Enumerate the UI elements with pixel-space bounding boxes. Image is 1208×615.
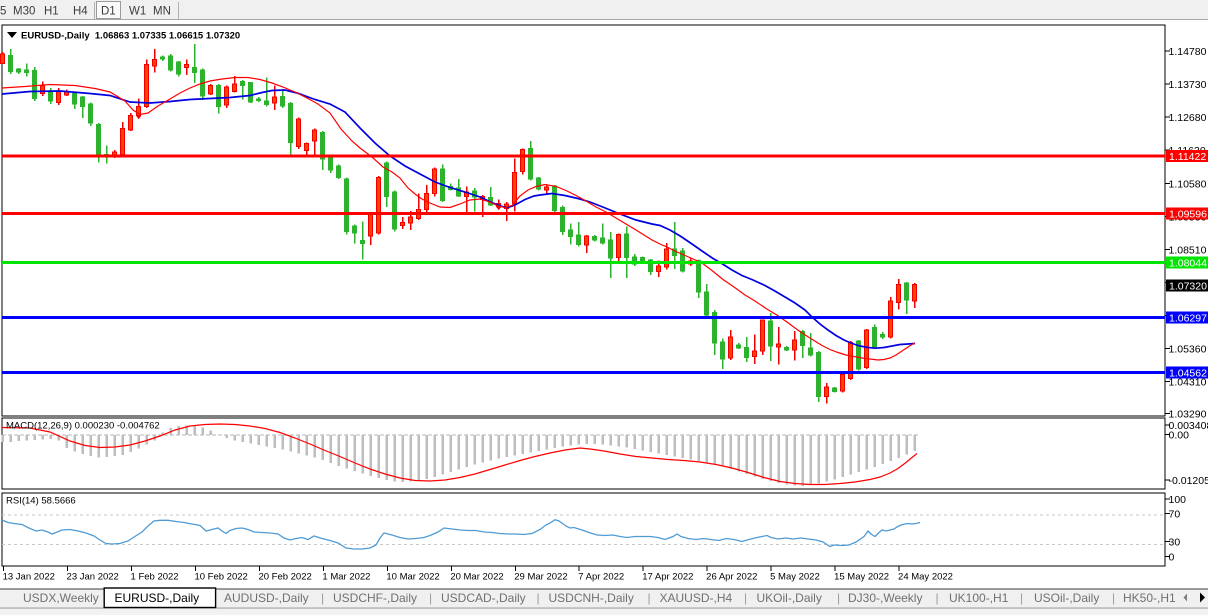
svg-text:5 May 2022: 5 May 2022 (770, 572, 820, 583)
svg-text:70: 70 (1169, 509, 1181, 521)
svg-text:1.14780: 1.14780 (1169, 46, 1207, 58)
svg-text:100: 100 (1169, 494, 1187, 506)
svg-text:1 Mar 2022: 1 Mar 2022 (322, 572, 370, 583)
svg-text:0.003408: 0.003408 (1169, 420, 1208, 432)
svg-text:USDCAD-,Daily: USDCAD-,Daily (441, 591, 526, 605)
svg-text:USOil-,Daily: USOil-,Daily (1034, 591, 1099, 605)
svg-text:1.09596: 1.09596 (1169, 209, 1207, 221)
svg-text:AUDUSD-,Daily: AUDUSD-,Daily (224, 591, 309, 605)
svg-text:1.08510: 1.08510 (1169, 244, 1207, 256)
svg-text:10 Mar 2022: 10 Mar 2022 (386, 572, 439, 583)
svg-text:XAUUSD-,H4: XAUUSD-,H4 (660, 591, 733, 605)
svg-text:1.13730: 1.13730 (1169, 79, 1207, 91)
svg-text:DJ30-,Weekly: DJ30-,Weekly (848, 591, 922, 605)
svg-text:EURUSD-,Daily: EURUSD-,Daily (115, 591, 200, 605)
svg-text:M30: M30 (13, 6, 35, 18)
svg-text:|: | (429, 591, 432, 605)
svg-text:UK100-,H1: UK100-,H1 (949, 591, 1009, 605)
svg-text:30: 30 (1169, 537, 1181, 549)
svg-text:MN: MN (153, 6, 171, 18)
svg-text:MACD(12,26,9) 0.000230 -0.0047: MACD(12,26,9) 0.000230 -0.004762 (6, 421, 160, 432)
svg-text:|: | (321, 591, 324, 605)
svg-text:17 Apr 2022: 17 Apr 2022 (642, 572, 693, 583)
svg-text:13 Jan 2022: 13 Jan 2022 (3, 572, 55, 583)
svg-text:7 Apr 2022: 7 Apr 2022 (578, 572, 624, 583)
svg-text:W1: W1 (129, 6, 146, 18)
svg-text:0.00: 0.00 (1169, 430, 1190, 442)
svg-text:24 May 2022: 24 May 2022 (898, 572, 953, 583)
svg-text:|: | (936, 591, 939, 605)
svg-text:USDCHF-,Daily: USDCHF-,Daily (333, 591, 417, 605)
svg-text:1.10580: 1.10580 (1169, 178, 1207, 190)
svg-text:5: 5 (0, 6, 6, 18)
svg-text:1.06297: 1.06297 (1169, 313, 1207, 325)
svg-text:26 Apr 2022: 26 Apr 2022 (706, 572, 757, 583)
svg-text:EURUSD-,Daily 1.06863 1.07335: EURUSD-,Daily 1.06863 1.07335 1.06615 1.… (21, 31, 240, 42)
svg-text:|: | (537, 591, 540, 605)
svg-text:USDX,Weekly: USDX,Weekly (23, 591, 99, 605)
svg-text:|: | (744, 591, 747, 605)
svg-text:-0.012058: -0.012058 (1169, 475, 1208, 487)
svg-text:1.07320: 1.07320 (1169, 281, 1207, 293)
svg-text:H1: H1 (44, 6, 59, 18)
svg-text:RSI(14) 58.5666: RSI(14) 58.5666 (6, 496, 76, 507)
svg-text:10 Feb 2022: 10 Feb 2022 (194, 572, 247, 583)
svg-text:UKOil-,Daily: UKOil-,Daily (757, 591, 822, 605)
svg-text:|: | (648, 591, 651, 605)
svg-text:1.11422: 1.11422 (1169, 151, 1206, 163)
svg-text:20 Feb 2022: 20 Feb 2022 (258, 572, 311, 583)
svg-text:1.12680: 1.12680 (1169, 112, 1207, 124)
svg-text:1.05360: 1.05360 (1169, 343, 1207, 355)
svg-text:29 Mar 2022: 29 Mar 2022 (514, 572, 567, 583)
svg-text:15 May 2022: 15 May 2022 (834, 572, 889, 583)
svg-text:|: | (1112, 591, 1115, 605)
svg-text:1.08044: 1.08044 (1169, 258, 1207, 270)
svg-text:1.03290: 1.03290 (1169, 408, 1207, 420)
svg-text:0: 0 (1169, 552, 1175, 564)
svg-text:23 Jan 2022: 23 Jan 2022 (67, 572, 119, 583)
svg-text:USDCNH-,Daily: USDCNH-,Daily (549, 591, 634, 605)
svg-text:|: | (837, 591, 840, 605)
svg-text:H4: H4 (73, 6, 88, 18)
svg-text:1 Feb 2022: 1 Feb 2022 (131, 572, 179, 583)
svg-text:20 Mar 2022: 20 Mar 2022 (450, 572, 503, 583)
svg-text:D1: D1 (101, 6, 116, 18)
svg-text:1.04310: 1.04310 (1169, 376, 1207, 388)
svg-text:|: | (1020, 591, 1023, 605)
svg-text:HK50-,H1: HK50-,H1 (1123, 591, 1176, 605)
svg-text:1.04562: 1.04562 (1169, 368, 1207, 380)
